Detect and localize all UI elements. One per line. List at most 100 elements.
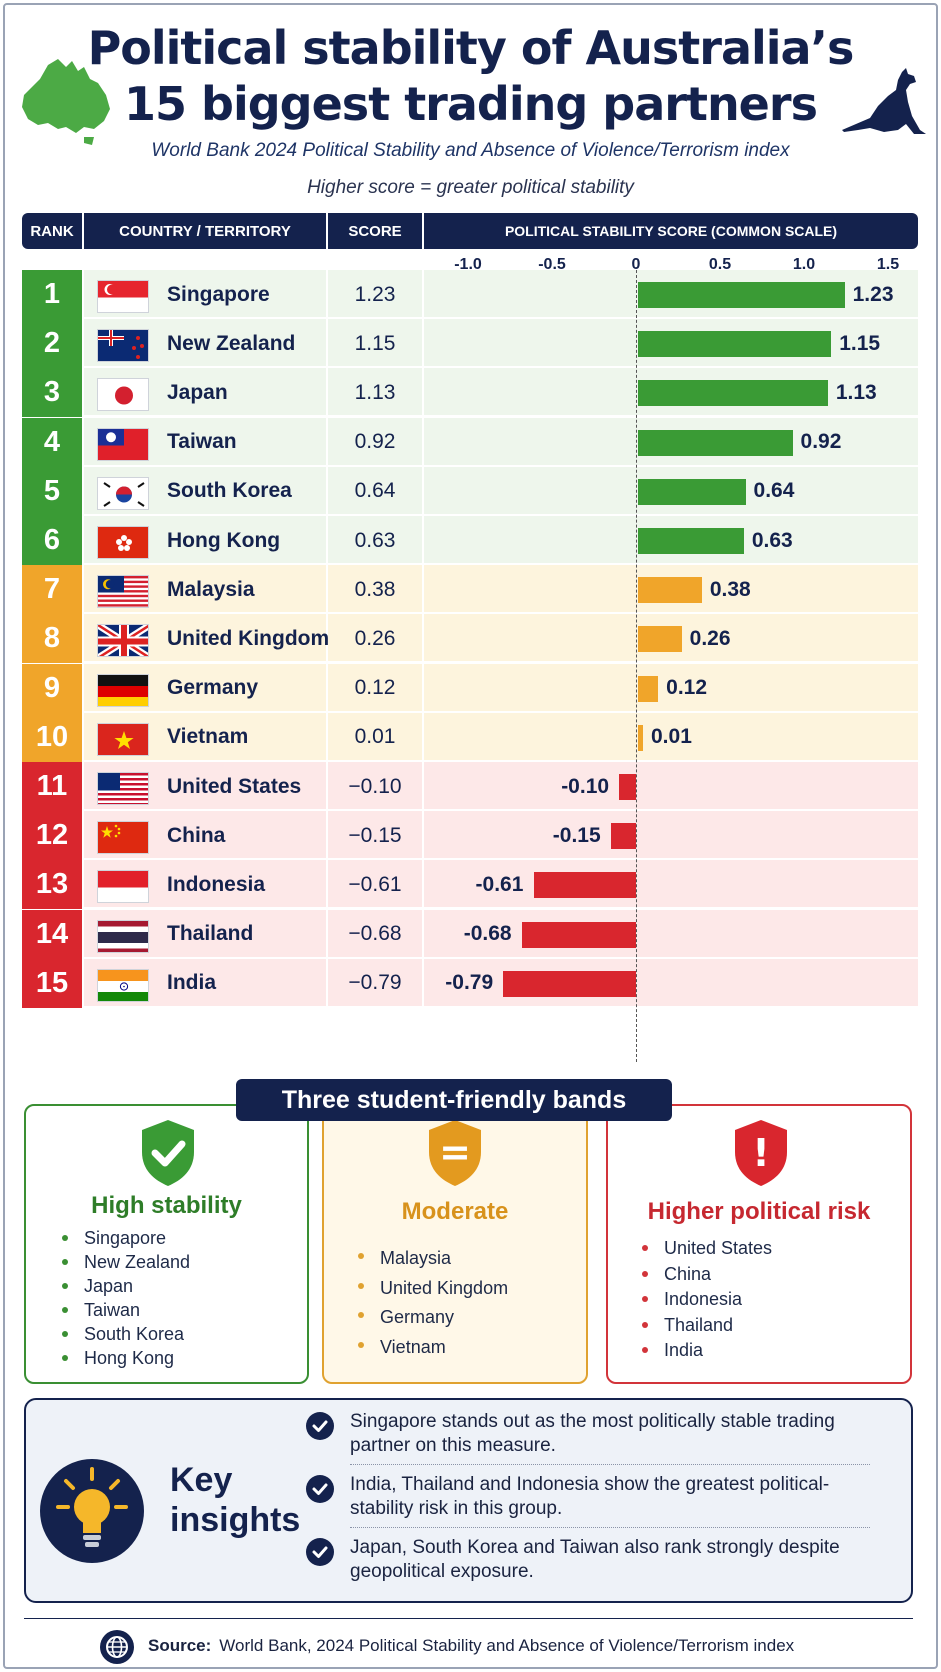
key-insights-panel — [24, 1398, 913, 1603]
row-background — [328, 270, 422, 319]
table-row: 9 Germany 0.12 0.12 — [22, 663, 918, 713]
bar-value-label: -0.79 — [445, 971, 494, 995]
check-circle-icon — [306, 1412, 334, 1440]
source-divider — [24, 1618, 913, 1619]
country-name: Vietnam — [167, 725, 249, 749]
country-name: Indonesia — [167, 872, 266, 896]
band-list-item: Germany — [358, 1303, 508, 1333]
score-bar — [638, 626, 682, 653]
score-bar — [638, 724, 643, 751]
bar-value-label: 0.12 — [666, 676, 708, 700]
score-bar — [619, 774, 636, 800]
taiwan-flag-icon — [97, 427, 149, 461]
bar-value-label: 0.64 — [753, 479, 795, 503]
row-background — [328, 712, 422, 762]
row-background — [328, 466, 422, 516]
shield-alert-icon: ! — [735, 1120, 787, 1186]
row-background — [328, 516, 422, 565]
scale-note: Higher score = greater political stabili… — [307, 177, 634, 198]
rank-badge: 5 — [22, 466, 82, 516]
row-background — [328, 319, 422, 369]
header-country: COUNTRY / TERRITORY — [84, 213, 326, 249]
bar-value-label: -0.61 — [475, 872, 524, 896]
band-list-item: Singapore — [62, 1226, 190, 1250]
united-kingdom-flag-icon — [97, 624, 149, 658]
score-value: −0.61 — [348, 872, 402, 896]
score-value: −0.10 — [348, 774, 402, 798]
band-list-item: China — [642, 1262, 772, 1288]
band-list-item: India — [642, 1338, 772, 1364]
insight-divider — [350, 1527, 870, 1528]
band-list-item: Taiwan — [62, 1298, 190, 1322]
rank-badge: 13 — [22, 860, 82, 910]
bands-title: Three student-friendly bands — [236, 1079, 672, 1121]
country-name: China — [167, 823, 226, 847]
country-name: United States — [167, 774, 302, 798]
country-name: Hong Kong — [167, 528, 281, 552]
key-insights-title-line2: insights — [170, 1501, 301, 1539]
score-value: 0.01 — [354, 725, 396, 749]
header-score: SCORE — [328, 213, 422, 249]
axis-tick-label: 0 — [631, 256, 641, 273]
rank-badge: 2 — [22, 319, 82, 369]
axis-tick-label: -0.5 — [538, 256, 566, 273]
risk-icon-text: ! — [752, 1131, 769, 1175]
country-name: Malaysia — [167, 577, 255, 601]
insight-text: Singapore stands out as the most politic… — [350, 1411, 835, 1456]
header-rank: RANK — [22, 213, 82, 249]
row-background — [424, 860, 918, 910]
japan-flag-icon — [97, 378, 149, 412]
bar-value-label: 0.38 — [709, 577, 751, 601]
thailand-flag-icon — [97, 919, 149, 953]
band-list-item: Hong Kong — [62, 1346, 190, 1370]
rank-badge: 6 — [22, 516, 82, 565]
band-list-item: South Korea — [62, 1322, 190, 1346]
row-background — [328, 762, 422, 811]
bar-value-label: 1.15 — [839, 331, 881, 355]
insight-divider — [350, 1464, 870, 1465]
check-circle-icon — [306, 1475, 334, 1503]
table-row: 6 Hong Kong 0.63 0.63 — [22, 516, 918, 565]
row-background — [328, 663, 422, 713]
band-risk-name: Higher political risk — [647, 1198, 871, 1225]
singapore-flag-icon — [97, 280, 149, 313]
rank-badge: 8 — [22, 614, 82, 664]
row-background — [328, 368, 422, 418]
kangaroo-icon — [842, 68, 926, 134]
row-background — [328, 565, 422, 615]
score-bar — [638, 282, 845, 308]
score-bar — [638, 478, 746, 505]
row-background — [424, 811, 918, 861]
country-name: New Zealand — [167, 331, 296, 355]
row-background — [424, 712, 918, 762]
score-value: 1.23 — [354, 282, 396, 306]
score-value: 0.12 — [354, 676, 396, 700]
band-risk-list: United States China Indonesia Thailand India — [642, 1236, 772, 1364]
shield-equals-icon: = — [429, 1120, 481, 1186]
row-background — [328, 614, 422, 664]
insight-text: India, Thailand and Indonesia show the g… — [350, 1474, 830, 1519]
band-high-list: Singapore New Zealand Japan Taiwan South Kor… — [62, 1226, 190, 1370]
rank-badge: 10 — [22, 712, 82, 762]
lightbulb-icon — [56, 1467, 128, 1547]
bar-value-label: 0.26 — [689, 626, 731, 650]
page-subtitle: World Bank 2024 Political Stability and … — [151, 140, 790, 161]
united-states-flag-icon — [97, 772, 149, 805]
band-moderate-list: Malaysia United Kingdom Germany Vietnam — [358, 1244, 508, 1362]
indonesia-flag-icon — [97, 870, 149, 904]
table-row: 8 United Kingdom 0.26 0.26 — [22, 614, 918, 664]
row-background — [328, 958, 422, 1008]
insight-text: Japan, South Korea and Taiwan also rank … — [350, 1537, 840, 1582]
row-background — [328, 417, 422, 467]
band-moderate-card: = Moderate Malaysia United Kingdom Germany… — [322, 1104, 588, 1384]
band-high-name: High stability — [91, 1192, 242, 1219]
rank-badge: 3 — [22, 368, 82, 418]
score-bar — [638, 577, 702, 604]
band-list-item: Malaysia — [358, 1244, 508, 1274]
band-list-item: Vietnam — [358, 1333, 508, 1363]
page-title-line1: Political stability of Australia’s — [87, 21, 855, 75]
score-bar — [638, 675, 659, 702]
page-title-line2: 15 biggest trading partners — [124, 77, 818, 131]
band-list-item: Japan — [62, 1274, 190, 1298]
score-value: 1.13 — [354, 380, 396, 404]
